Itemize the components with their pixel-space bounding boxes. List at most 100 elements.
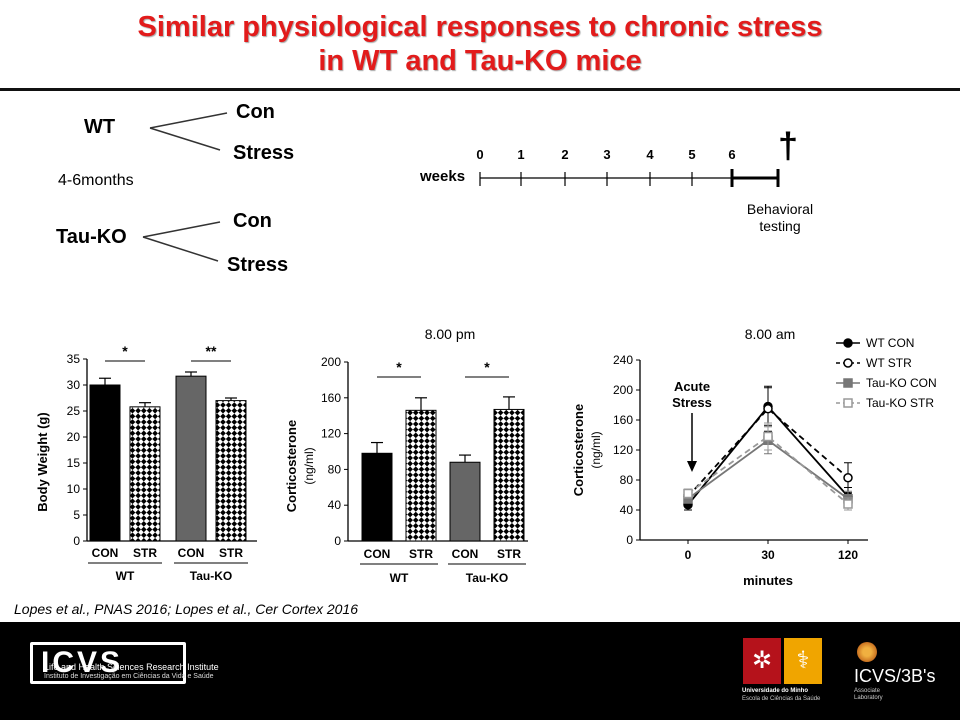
icvs-line-2: Instituto de Investigação em Ciências da… — [44, 673, 214, 680]
icvs-logo: ICVS — [30, 642, 186, 684]
significance-star: ** — [206, 343, 217, 359]
title-line-1: Similar physiological responses to chron… — [137, 11, 823, 43]
data-point — [843, 358, 853, 368]
data-point — [843, 378, 853, 388]
pm-ylabel: Corticosterone — [284, 420, 299, 512]
acute-label-2: Stress — [672, 395, 712, 410]
slide-title: Similar physiological responses to chron… — [0, 10, 960, 78]
timeline-tick-label: 4 — [646, 147, 654, 162]
acute-label-1: Acute — [674, 379, 710, 394]
y-tick-label: 40 — [328, 498, 342, 512]
category-label: CON — [92, 546, 119, 560]
wt-group-label: WT — [84, 116, 115, 138]
timeline-tick-label: 5 — [688, 147, 695, 162]
data-point — [843, 473, 853, 483]
y-tick-label: 0 — [334, 534, 341, 548]
y-tick-label: 240 — [613, 353, 633, 367]
group-label: WT — [116, 569, 135, 583]
category-label: CON — [364, 547, 391, 561]
acute-arrow-head — [687, 461, 697, 472]
data-point — [843, 398, 853, 408]
wt-con-label: Con — [236, 101, 275, 123]
um-logo-left: ✲ — [743, 638, 781, 684]
y-tick-label: 200 — [613, 383, 633, 397]
am-chart-title: 8.00 am — [745, 326, 796, 342]
bar — [175, 375, 207, 542]
y-tick-label: 120 — [613, 443, 633, 457]
group-label: Tau-KO — [190, 569, 232, 583]
category-label: STR — [497, 547, 521, 561]
icvs3bs-logo: ICVS/3B's — [854, 666, 936, 686]
pm-chart-title: 8.00 pm — [425, 326, 476, 342]
y-tick-label: 160 — [321, 391, 341, 405]
dagger-icon: † — [778, 125, 798, 166]
y-tick-label: 0 — [626, 533, 633, 547]
assoc-line-2: Laboratory — [854, 695, 883, 701]
icvs-line-1: Life and Health Sciences Research Instit… — [44, 662, 219, 672]
timeline-tick-label: 0 — [476, 147, 483, 162]
category-label: STR — [409, 547, 433, 561]
x-tick-label: 120 — [838, 548, 858, 562]
title-divider — [0, 88, 960, 91]
y-tick-label: 0 — [73, 534, 80, 548]
pm-ylabel-unit: (ng/ml) — [302, 447, 316, 484]
group-label: WT — [390, 571, 409, 585]
significance-star: * — [484, 359, 490, 375]
bar — [361, 452, 393, 542]
bar — [129, 406, 161, 542]
footer: ICVS Life and Health Sciences Research I… — [0, 622, 960, 720]
y-tick-label: 25 — [67, 404, 81, 418]
bar — [493, 408, 525, 542]
y-tick-label: 120 — [321, 427, 341, 441]
series-line — [687, 435, 849, 505]
bar — [449, 461, 481, 542]
am-ylabel: Corticosterone — [571, 404, 586, 496]
category-label: STR — [133, 546, 157, 560]
y-tick-label: 15 — [67, 456, 81, 470]
body-weight-ylabel: Body Weight (g) — [35, 412, 50, 511]
y-tick-label: 35 — [67, 352, 81, 366]
title-line-2: in WT and Tau-KO mice — [318, 45, 642, 77]
behavioral-label-1: Behavioral — [747, 201, 813, 217]
legend: WT CON WT STR Tau-KO CON Tau-KO STR — [836, 336, 937, 410]
category-label: CON — [178, 546, 205, 560]
behavioral-label-2: testing — [759, 218, 800, 234]
bar — [405, 409, 437, 542]
significance-star: * — [396, 359, 402, 375]
wt-stress-label: Stress — [233, 142, 294, 164]
timeline: weeks 0 1 2 3 4 5 6 † Behavioral testing — [419, 125, 813, 234]
category-label: CON — [452, 547, 479, 561]
timeline-weeks-label: weeks — [419, 168, 465, 185]
y-tick-label: 160 — [613, 413, 633, 427]
data-point — [843, 499, 853, 509]
timeline-tick-label: 1 — [517, 147, 524, 162]
y-tick-label: 40 — [620, 503, 634, 517]
y-tick-label: 20 — [67, 430, 81, 444]
group-label: Tau-KO — [466, 571, 508, 585]
um-line-2: Escola de Ciências da Saúde — [742, 696, 821, 702]
design-diagram: WT Con Stress 4-6months Tau-KO Con Stres… — [56, 101, 294, 276]
y-tick-label: 200 — [321, 355, 341, 369]
data-point — [763, 431, 773, 442]
corticosterone-pm-chart: 8.00 pm Corticosterone (ng/ml) 0 40 80 120 1… — [284, 326, 528, 585]
icvs3bs-dots-icon — [857, 642, 877, 662]
um-line-1: Universidade do Minho — [742, 688, 809, 694]
legend-label: WT CON — [866, 336, 914, 350]
y-tick-label: 80 — [328, 462, 342, 476]
timeline-tick-label: 6 — [728, 147, 735, 162]
significance-star: * — [122, 343, 128, 359]
y-tick-label: 10 — [67, 482, 81, 496]
am-ylabel-unit: (ng/ml) — [589, 431, 603, 468]
timeline-tick-label: 3 — [603, 147, 610, 162]
citation: Lopes et al., PNAS 2016; Lopes et al., C… — [14, 601, 358, 617]
tauko-con-label: Con — [233, 210, 272, 232]
tauko-group-label: Tau-KO — [56, 226, 127, 248]
bar — [89, 384, 121, 542]
legend-label: WT STR — [866, 356, 912, 370]
x-tick-label: 30 — [761, 548, 775, 562]
y-tick-label: 80 — [620, 473, 634, 487]
am-xlabel: minutes — [743, 573, 793, 588]
bar — [215, 400, 247, 542]
legend-label: Tau-KO CON — [866, 376, 937, 390]
data-point — [843, 338, 853, 348]
